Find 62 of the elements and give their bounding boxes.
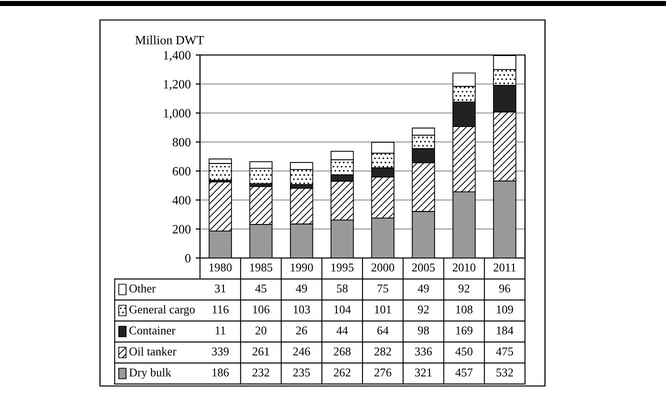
data-label: 276 <box>374 368 392 376</box>
data-label: 103 <box>294 305 310 314</box>
data-label: 75 <box>378 284 388 292</box>
y-axis-title: Million DWT <box>135 36 204 44</box>
data-label: 457 <box>455 368 473 376</box>
data-label: 26 <box>296 326 308 334</box>
data-label: 64 <box>377 326 389 334</box>
data-label: 169 <box>456 326 472 334</box>
data-label: 262 <box>334 368 350 376</box>
data-label: 58 <box>336 284 348 292</box>
data-label: 44 <box>336 326 348 334</box>
data-label: 184 <box>496 326 514 334</box>
data-label: 104 <box>334 305 351 314</box>
data-label: 49 <box>418 284 429 292</box>
legend-label: Oil tanker <box>129 347 176 356</box>
data-label: 532 <box>496 368 513 376</box>
data-label: 92 <box>418 306 429 314</box>
data-label: 336 <box>415 348 432 356</box>
data-label: 92 <box>458 284 470 292</box>
data-label: 450 <box>455 347 472 356</box>
data-label: 31 <box>214 284 226 292</box>
x-tick-label: 2011 <box>494 263 516 272</box>
data-label: 186 <box>212 368 229 376</box>
y-tick-label: 800 <box>172 138 190 146</box>
data-label: 232 <box>252 368 270 376</box>
data-label: 109 <box>496 305 514 314</box>
data-label: 45 <box>255 284 266 292</box>
data-label: 20 <box>256 326 266 334</box>
y-tick-label: 1,400 <box>164 51 190 62</box>
x-tick-label: 2005 <box>412 263 435 272</box>
y-tick-label: 200 <box>172 225 190 234</box>
data-label: 282 <box>374 347 392 356</box>
data-label: 11 <box>216 326 226 334</box>
x-tick-label: 1985 <box>250 263 272 272</box>
data-label: 49 <box>296 284 307 292</box>
legend-label: General cargo <box>129 305 195 316</box>
legend-label: Container <box>129 326 176 334</box>
y-tick-label: 1,000 <box>164 109 190 120</box>
y-tick-label: 600 <box>172 167 190 176</box>
x-tick-label: 1980 <box>210 263 232 272</box>
y-tick-label: 0 <box>185 254 190 262</box>
data-label: 235 <box>293 368 310 376</box>
x-tick-label: 1990 <box>290 263 313 272</box>
data-label: 106 <box>253 305 270 314</box>
data-label: 101 <box>374 305 391 314</box>
y-tick-label: 400 <box>172 196 190 204</box>
legend-label: Dry bulk <box>129 368 172 379</box>
data-label: 98 <box>418 326 429 334</box>
y-tick-label: 1,200 <box>164 80 190 90</box>
x-tick-label: 2000 <box>372 263 394 272</box>
legend-label: Other <box>129 284 156 292</box>
x-tick-label: 1995 <box>331 264 354 272</box>
data-label: 475 <box>496 348 514 356</box>
data-label: 339 <box>212 348 229 356</box>
data-label: 116 <box>212 306 229 314</box>
data-label: 261 <box>252 348 270 356</box>
data-label: 321 <box>415 368 432 376</box>
data-label: 96 <box>499 284 510 292</box>
data-label: 268 <box>334 347 351 356</box>
data-label: 246 <box>293 348 310 356</box>
x-tick-label: 2010 <box>452 263 476 272</box>
data-label: 108 <box>456 305 472 314</box>
